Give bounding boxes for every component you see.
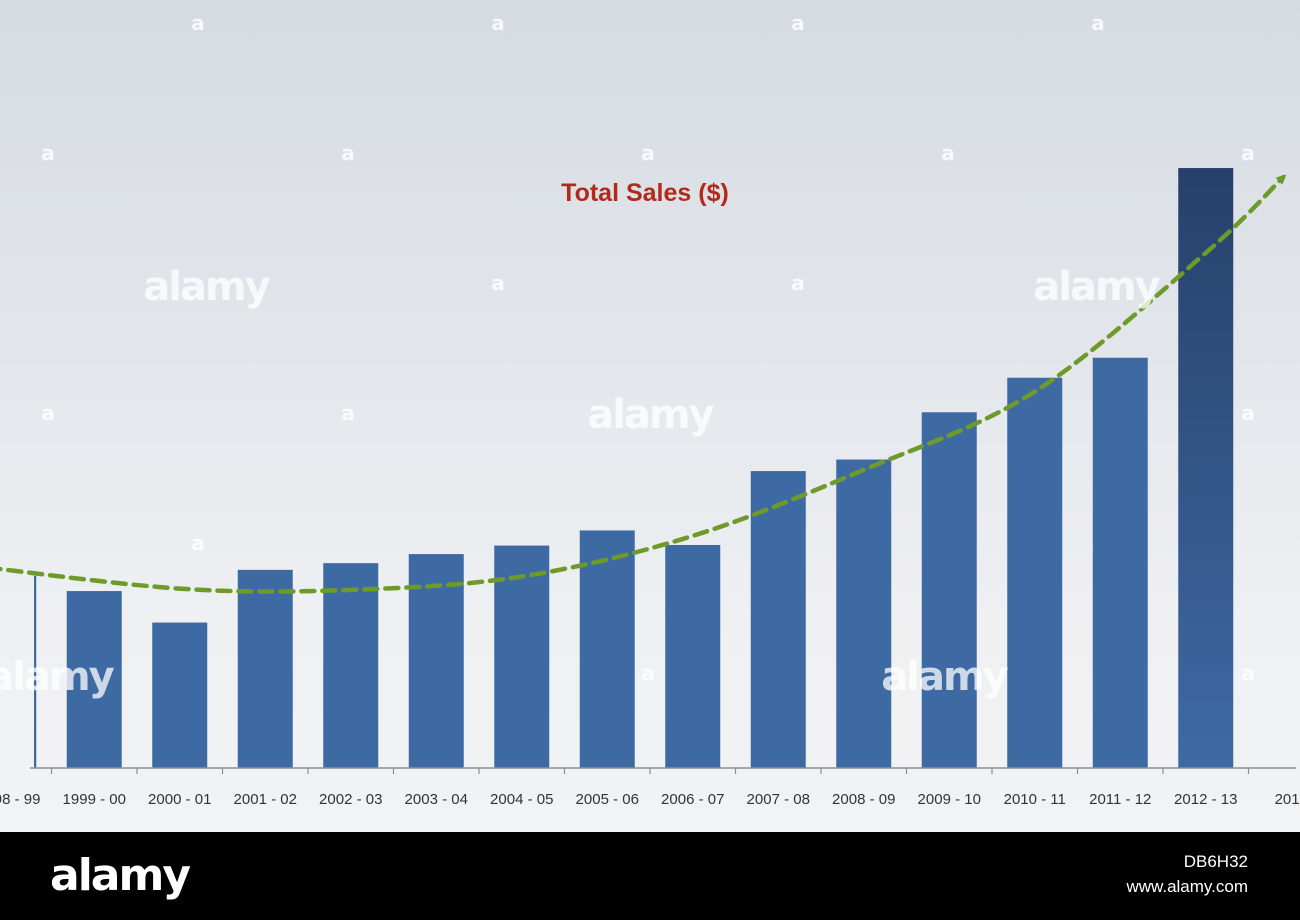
watermark-mark: a [791, 11, 805, 35]
x-tick-label: 2010 - 11 [1004, 791, 1066, 808]
watermark-mark: a [491, 11, 505, 35]
bar-2012-13 [1178, 168, 1234, 768]
x-tick-label: 2007 - 08 [747, 791, 810, 808]
x-tick-label: 2008 - 09 [832, 791, 895, 808]
watermark-mark: a [41, 141, 55, 165]
footer-url: www.alamy.com [1126, 877, 1248, 896]
bar-1999-00 [66, 591, 122, 768]
watermark-mark: a [341, 141, 355, 165]
watermark-mark: a [191, 11, 205, 35]
watermark-mark: a [641, 661, 655, 685]
watermark-mark: a [641, 141, 655, 165]
watermark-words: alamy alamy alamy alamy alamy [0, 264, 1163, 700]
bar-2000-01 [152, 622, 208, 768]
bar-2005-06 [579, 530, 635, 768]
watermark-mark: a [941, 141, 955, 165]
watermark-word: alamy [881, 654, 1008, 700]
x-tick-label: 2003 - 04 [405, 791, 468, 808]
x-tick-label: 1998 - 99 [0, 791, 40, 808]
x-axis-ticks [50, 768, 1250, 774]
watermark-word: alamy [1033, 264, 1160, 310]
watermark-mark: a [191, 531, 205, 555]
x-tick-label: 1999 - 00 [63, 791, 126, 808]
watermark-mark: a [1241, 661, 1255, 685]
x-tick-label: 2005 - 06 [576, 791, 639, 808]
bar-2011-12 [1092, 357, 1148, 768]
watermark-mark: a [341, 401, 355, 425]
x-tick-label: 2004 - 05 [490, 791, 553, 808]
watermark-marks: aaaaaaaaaaaaaaaaaaaa [41, 11, 1255, 685]
footer-bar: alamy DB6H32 www.alamy.com [0, 832, 1300, 920]
bar-series [34, 168, 1234, 768]
bar-2002-03 [323, 563, 379, 768]
watermark-word: alamy [143, 264, 270, 310]
x-axis-tick-labels: 1998 - 99 1999 - 00 2000 - 01 2001 - 02 2002… [0, 791, 1300, 808]
watermark-mark: a [1091, 11, 1105, 35]
x-tick-label: 2013 [1275, 791, 1300, 808]
bar-2004-05 [494, 545, 550, 768]
x-tick-label: 2012 - 13 [1174, 791, 1237, 808]
trend-line [0, 174, 1287, 594]
x-tick-label: 2011 - 12 [1089, 791, 1151, 808]
footer-logo: alamy [50, 850, 191, 901]
watermark-mark: a [41, 401, 55, 425]
watermark-mark: a [1241, 401, 1255, 425]
watermark-mark: a [491, 271, 505, 295]
chart-title: Total Sales ($) [561, 179, 729, 207]
watermark-word: alamy [0, 654, 115, 700]
bar-2009-10 [921, 412, 977, 768]
x-tick-label: 2001 - 02 [234, 791, 297, 808]
watermark-word: alamy [587, 392, 714, 438]
bar-2010-11 [1007, 377, 1063, 768]
bar-2008-09 [836, 459, 892, 768]
x-tick-label: 2000 - 01 [148, 791, 211, 808]
bar-2007-08 [750, 471, 806, 768]
bar-1998-99 [34, 575, 37, 768]
watermark-mark: a [791, 271, 805, 295]
x-tick-label: 2002 - 03 [319, 791, 382, 808]
footer-image-id: DB6H32 [1183, 852, 1248, 871]
watermark-mark: a [1241, 141, 1255, 165]
bar-2003-04 [408, 554, 464, 768]
bar-2001-02 [237, 569, 293, 768]
x-tick-label: 2009 - 10 [918, 791, 981, 808]
x-tick-label: 2006 - 07 [661, 791, 724, 808]
bar-2006-07 [665, 544, 721, 768]
